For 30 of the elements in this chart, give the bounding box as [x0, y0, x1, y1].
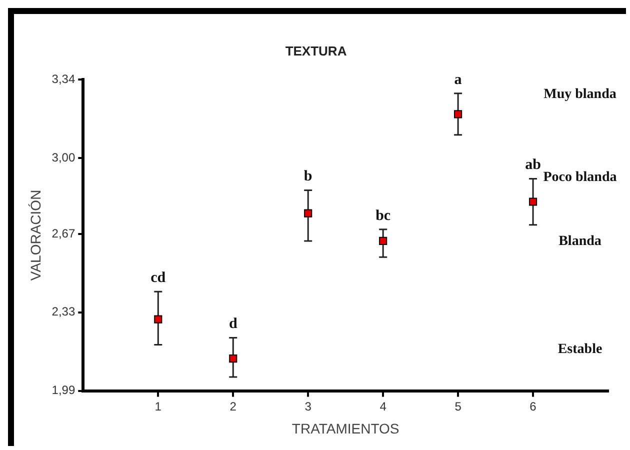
x-tick-label: 3 [304, 399, 312, 414]
x-tick-label: 2 [230, 399, 237, 414]
annotation: cd [150, 270, 166, 286]
x-axis-title: TRATAMIENTOS [292, 420, 400, 436]
chart-title: TEXTURA [285, 43, 348, 58]
y-tick-label: 2,67 [52, 226, 76, 240]
annotation: bc [376, 208, 391, 224]
point [379, 236, 388, 245]
x-tick-label: 1 [154, 399, 162, 414]
y-tick-label: 2,33 [52, 304, 76, 319]
point [528, 198, 538, 206]
point [154, 315, 162, 324]
x-tick-label: 4 [380, 399, 387, 414]
annotation: Blanda [558, 234, 602, 250]
annotation: Muy blanda [542, 87, 618, 104]
point [229, 354, 238, 363]
x-tick-label: 6 [530, 399, 537, 414]
y-tick-label: 1,99 [52, 383, 76, 398]
annotation: Poco blanda [543, 170, 617, 185]
y-tick-label: 3,34 [52, 72, 76, 86]
x-tick-label: 5 [454, 399, 462, 414]
point [454, 110, 462, 118]
annotation: a [454, 72, 462, 88]
annotation: Estable [556, 342, 604, 358]
annotation: b [304, 168, 312, 185]
annotation: d [228, 316, 238, 332]
y-axis-title: VALORACIÓN [27, 190, 44, 281]
annotation: ab [525, 157, 541, 174]
point [304, 209, 312, 218]
y-tick-label: 3,00 [52, 150, 76, 164]
